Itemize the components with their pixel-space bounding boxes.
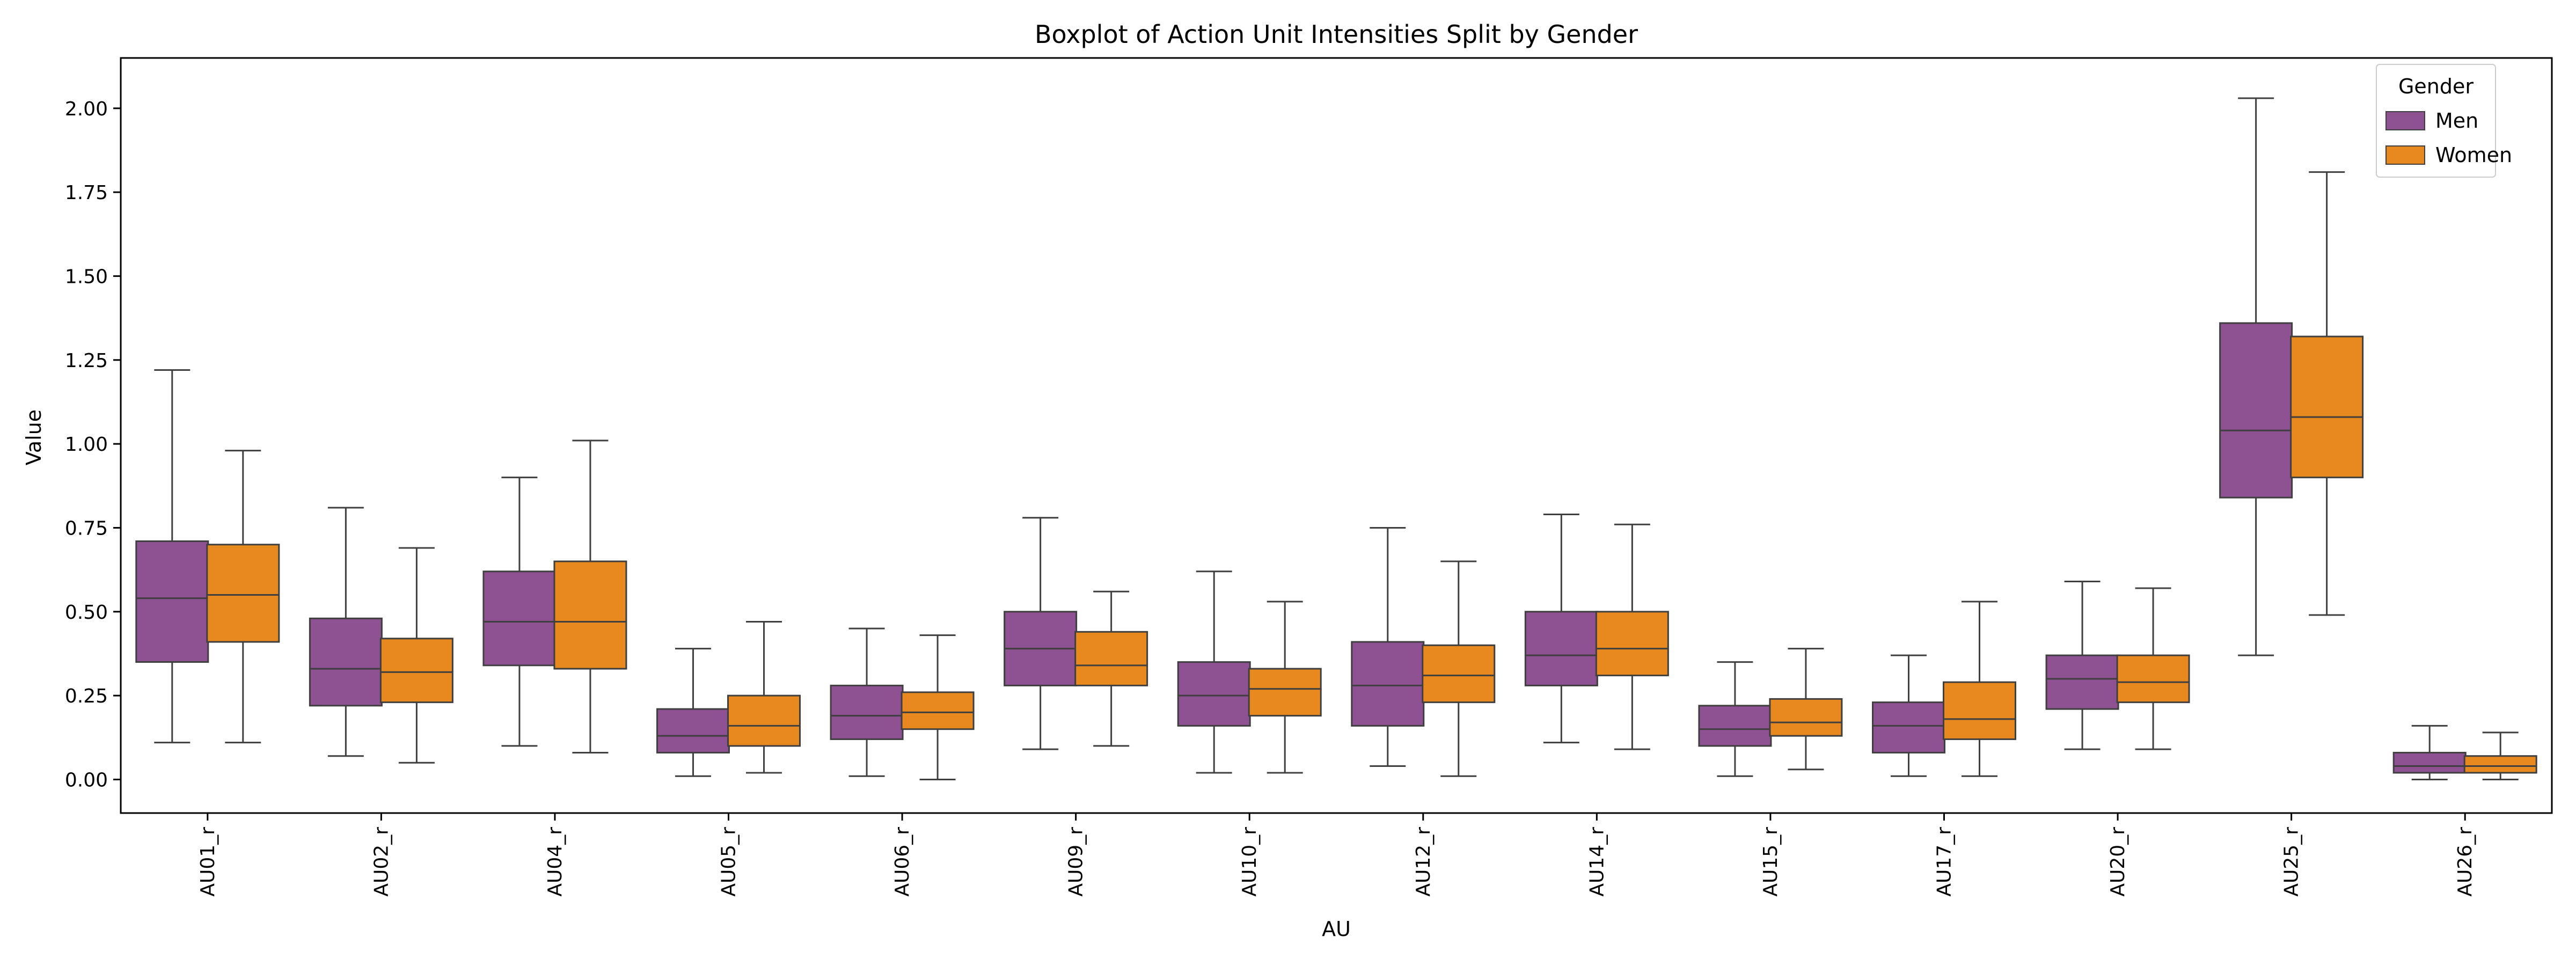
chart-title: Boxplot of Action Unit Intensities Split…	[1035, 20, 1638, 49]
box-men	[830, 627, 904, 777]
box-men	[1351, 526, 1425, 767]
box-iqr	[2116, 654, 2190, 704]
box-iqr	[1524, 611, 1598, 686]
box-women	[901, 634, 975, 780]
box-men	[1524, 513, 1598, 744]
box-men	[2219, 97, 2293, 656]
box-women	[1074, 590, 1148, 747]
box-iqr	[1872, 701, 1945, 753]
box-iqr	[1422, 644, 1496, 704]
x-tick-label: AU05_r	[718, 827, 740, 897]
x-axis-title: AU	[1322, 917, 1351, 941]
box-iqr	[1248, 668, 1322, 717]
y-axis: 0.00 0.25 0.50 0.75 1.00 1.25 1.50 1.75 2.00	[65, 98, 121, 791]
legend-title: Gender	[2398, 75, 2473, 98]
box-men	[482, 477, 557, 747]
box-women	[727, 621, 801, 774]
box-women	[2290, 171, 2364, 616]
box-iqr	[2219, 322, 2293, 499]
box-women	[553, 440, 627, 753]
box-men	[2392, 724, 2467, 780]
box-men	[1177, 570, 1251, 774]
legend-swatch-men	[2385, 111, 2425, 130]
legend-swatch-women	[2385, 145, 2425, 165]
legend-label-women: Women	[2435, 143, 2512, 167]
legend: Gender Men Women	[2376, 64, 2512, 178]
box-men	[656, 648, 730, 777]
y-tick-label: 1.50	[65, 266, 108, 288]
box-iqr	[379, 638, 453, 704]
x-tick-label: AU12_r	[1413, 827, 1435, 897]
box-men	[1698, 661, 1772, 777]
x-tick-label: AU09_r	[1065, 827, 1087, 897]
box-iqr	[656, 708, 730, 753]
box-iqr	[1074, 631, 1148, 686]
box-iqr	[2045, 654, 2119, 710]
legend-label-men: Men	[2435, 109, 2478, 133]
x-tick-label: AU15_r	[1760, 827, 1782, 897]
box-women	[2116, 587, 2190, 750]
x-tick-label: AU26_r	[2454, 827, 2476, 897]
x-tick-label: AU06_r	[891, 827, 913, 897]
box-iqr	[1943, 681, 2016, 740]
x-tick-label: AU20_r	[2107, 827, 2129, 897]
y-tick-label: 0.50	[65, 602, 108, 624]
box-iqr	[1698, 705, 1772, 747]
y-tick-label: 2.00	[65, 98, 108, 120]
box-women	[206, 450, 280, 744]
x-tick-label: AU25_r	[2281, 827, 2303, 897]
box-iqr	[135, 540, 209, 663]
box-women	[1248, 601, 1322, 774]
y-tick-label: 1.25	[65, 350, 108, 372]
x-tick-label: AU14_r	[1586, 827, 1608, 897]
box-iqr	[206, 544, 280, 643]
box-iqr	[1595, 611, 1669, 677]
box-women	[1422, 560, 1496, 777]
box-iqr	[482, 570, 557, 667]
plot-area	[135, 97, 2537, 780]
x-tick-label: AU01_r	[197, 827, 219, 897]
box-women	[1595, 523, 1669, 750]
plot-frame	[120, 57, 2553, 814]
x-tick-label: AU02_r	[370, 827, 392, 897]
box-iqr	[1177, 661, 1251, 727]
x-axis: AU01_r AU02_r AU04_r AU05_r AU06_r AU09_r AU10…	[197, 813, 2476, 897]
x-tick-label: AU10_r	[1239, 827, 1261, 897]
box-women	[1943, 601, 2016, 777]
box-women	[379, 547, 453, 764]
y-tick-label: 0.00	[65, 769, 108, 791]
box-iqr	[309, 617, 383, 707]
box-iqr	[830, 684, 904, 740]
x-tick-label: AU17_r	[1934, 827, 1956, 897]
box-men	[135, 369, 209, 744]
y-tick-label: 1.75	[65, 182, 108, 204]
box-women	[2463, 731, 2537, 780]
box-men	[1004, 517, 1078, 750]
box-iqr	[1769, 698, 1843, 737]
box-iqr	[901, 691, 975, 730]
y-tick-label: 0.25	[65, 685, 108, 707]
x-tick-label: AU04_r	[544, 827, 566, 897]
box-iqr	[2392, 751, 2467, 774]
box-men	[1872, 654, 1945, 777]
box-iqr	[2463, 755, 2537, 774]
box-iqr	[727, 694, 801, 747]
y-axis-title: Value	[22, 409, 46, 465]
box-iqr	[1351, 641, 1425, 727]
y-tick-label: 1.00	[65, 434, 108, 456]
y-tick-label: 0.75	[65, 517, 108, 539]
box-women	[1769, 648, 1843, 771]
box-men	[2045, 581, 2119, 750]
box-iqr	[553, 560, 627, 670]
box-men	[309, 507, 383, 757]
box-iqr	[2290, 335, 2364, 479]
